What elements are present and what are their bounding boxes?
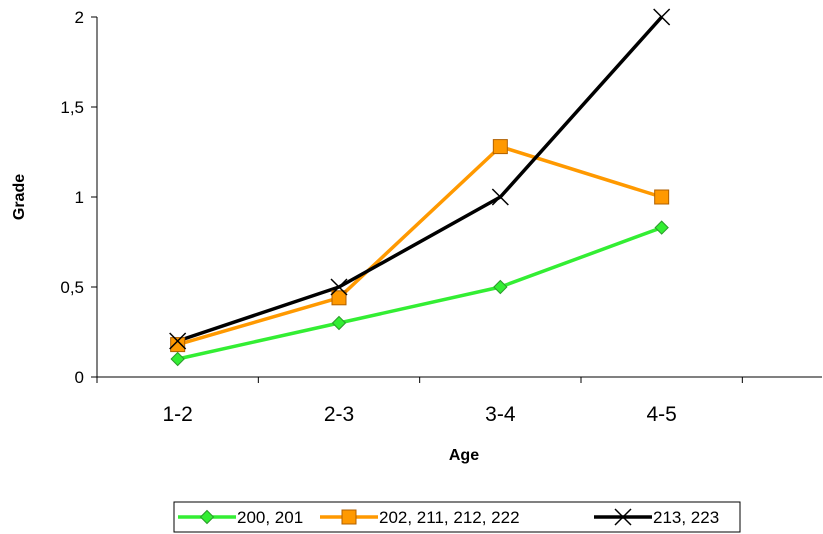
series-2-point xyxy=(170,337,186,353)
x-axis-title: Age xyxy=(449,447,479,464)
legend-label: 202, 211, 212, 222 xyxy=(379,508,520,527)
legend: 200, 201 202, 211, 212, 222 213, 223 xyxy=(173,501,741,533)
series-line-3 xyxy=(177,15,663,343)
y-tick-label: 0 xyxy=(75,368,84,387)
legend-item: 200, 201 xyxy=(178,508,303,527)
x-axis-ticks: 1-2 2-3 3-4 4-5 xyxy=(96,377,743,426)
legend-swatch-marker xyxy=(341,509,357,525)
series-3-point xyxy=(653,8,671,26)
y-tick-label: 1,5 xyxy=(60,98,84,117)
x-tick-label: 3-4 xyxy=(485,403,516,426)
axes xyxy=(96,17,822,378)
series-line-1 xyxy=(177,225,663,361)
x-tick-label: 1-2 xyxy=(162,403,192,426)
y-tick-label: 1 xyxy=(75,188,84,207)
legend-item: 213, 223 xyxy=(594,508,719,527)
y-tick-label: 0,5 xyxy=(60,278,84,297)
series-2-point xyxy=(331,290,347,306)
series-1-point xyxy=(493,279,508,295)
y-axis-ticks: 0 0,5 1 1,5 2 xyxy=(60,8,97,387)
series-3-point xyxy=(330,278,348,296)
series-3-point xyxy=(169,332,187,350)
x-tick-label: 2-3 xyxy=(324,403,354,426)
series-3-point xyxy=(491,188,509,206)
legend-label: 213, 223 xyxy=(653,508,719,527)
legend-swatch-marker xyxy=(199,509,215,525)
x-tick-label: 4-5 xyxy=(646,403,676,426)
legend-label: 200, 201 xyxy=(237,508,303,527)
y-axis-title: Grade xyxy=(11,174,28,220)
series-2-point xyxy=(492,139,508,155)
legend-item: 202, 211, 212, 222 xyxy=(320,508,520,527)
y-tick-label: 2 xyxy=(75,8,84,27)
series-line-2 xyxy=(177,144,663,347)
legend-swatch-marker xyxy=(614,508,632,526)
series-1-point xyxy=(170,351,185,367)
series-2-point xyxy=(654,189,670,205)
series-1-point xyxy=(331,315,347,331)
series-1-point xyxy=(654,220,669,235)
series-layer xyxy=(169,8,671,367)
